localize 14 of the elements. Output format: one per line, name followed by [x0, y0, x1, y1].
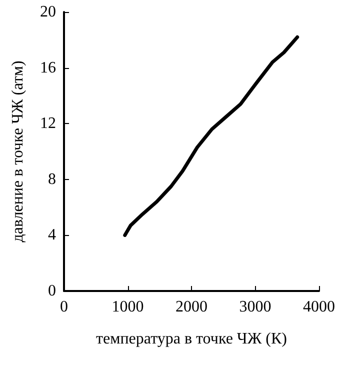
line-series	[123, 35, 300, 237]
x-tick-label: 0	[60, 298, 68, 316]
y-tick-label: 16	[40, 59, 56, 76]
y-tick-label: 8	[48, 170, 56, 188]
x-tick-label: 3000	[239, 298, 272, 316]
x-tick-label: 4000	[303, 298, 335, 316]
x-tick-label: 1000	[112, 298, 144, 316]
x-tick-label: 2000	[176, 298, 208, 316]
x-axis-title: температура в точке ЧЖ (К)	[96, 330, 287, 348]
y-tick-label: 0	[48, 282, 56, 300]
y-tick-label: 12	[40, 115, 56, 132]
y-axis-title: давление в точке ЧЖ (атм)	[10, 60, 26, 242]
y-tick-label: 20	[40, 4, 56, 20]
y-tick-label: 4	[48, 226, 56, 244]
